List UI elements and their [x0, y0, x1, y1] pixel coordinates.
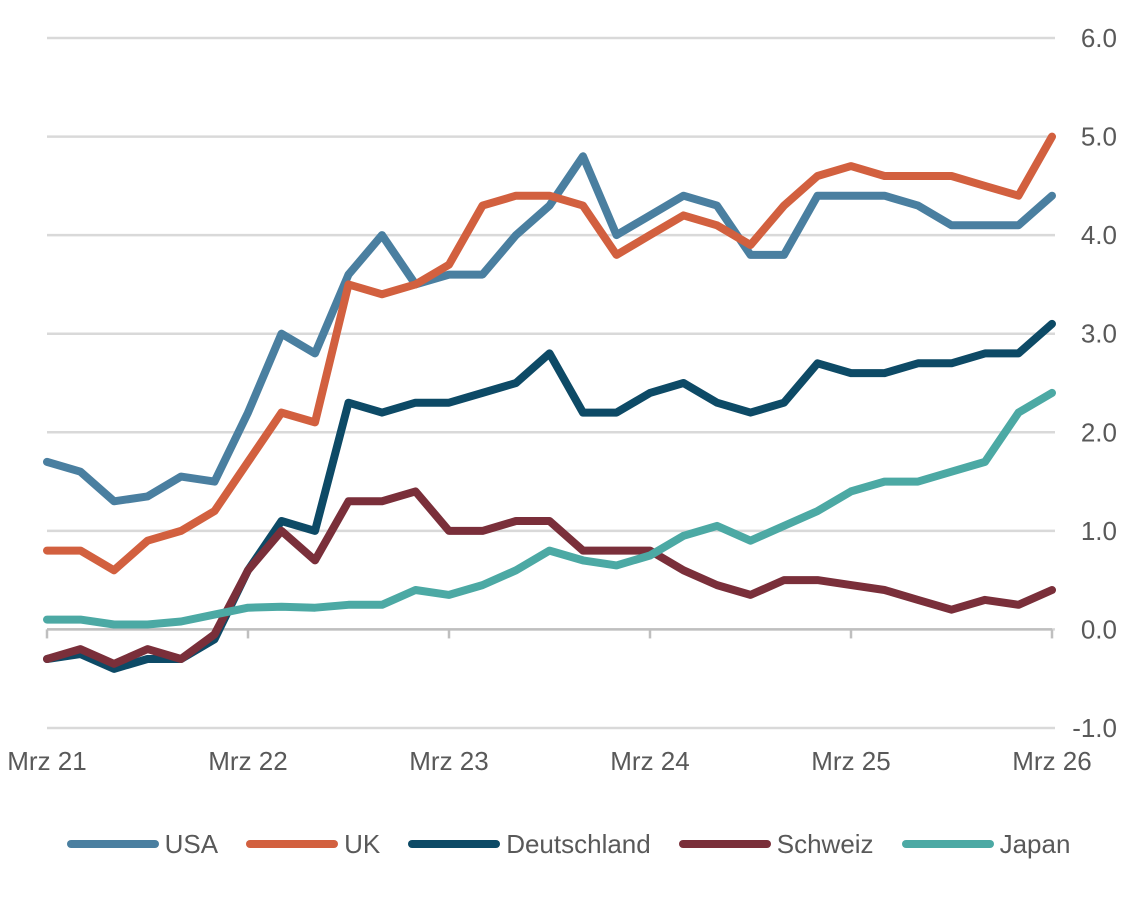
x-tick-label: Mrz 24	[610, 746, 689, 776]
legend: USA UK Deutschland Schweiz Japan	[0, 822, 1137, 866]
y-tick-label: -1.0	[1072, 713, 1117, 743]
series-lines	[43, 132, 1056, 673]
series-line-uk	[43, 132, 1056, 575]
legend-item-usa: USA	[66, 828, 219, 860]
x-axis	[45, 628, 1054, 639]
x-tick-label: Mrz 26	[1012, 746, 1091, 776]
legend-item-japan: Japan	[901, 828, 1071, 860]
x-tick-label: Mrz 23	[409, 746, 488, 776]
legend-item-schweiz: Schweiz	[678, 828, 874, 860]
series-line-schweiz	[43, 487, 1056, 668]
legend-label: Japan	[999, 828, 1071, 859]
legend-item-deutschland: Deutschland	[408, 829, 651, 860]
y-tick-label: 3.0	[1081, 319, 1117, 349]
x-tick-label: Mrz 21	[7, 746, 86, 776]
legend-label: UK	[344, 828, 381, 859]
legend-label: Deutschland	[506, 828, 651, 859]
x-tick-label: Mrz 22	[208, 746, 287, 776]
y-tick-label: 4.0	[1081, 220, 1117, 250]
x-tick-label: Mrz 25	[811, 746, 890, 776]
y-axis-tick-labels: 6.0 5.0 4.0 3.0 2.0 1.0 0.0 -1.0	[1072, 23, 1117, 743]
y-tick-label: 6.0	[1081, 23, 1117, 53]
x-axis-tick-labels: Mrz 21 Mrz 22 Mrz 23 Mrz 24 Mrz 25 Mrz 26	[7, 746, 1091, 776]
series-line-usa	[43, 152, 1056, 506]
y-tick-label: 0.0	[1081, 614, 1117, 644]
legend-swatch	[901, 840, 994, 848]
legend-label: USA	[164, 828, 219, 859]
y-tick-label: 1.0	[1081, 516, 1117, 546]
legend-swatch	[66, 840, 159, 848]
series-line-japan	[43, 388, 1056, 629]
y-tick-label: 5.0	[1081, 122, 1117, 152]
legend-swatch	[408, 840, 501, 848]
legend-swatch	[246, 840, 339, 848]
legend-item-uk: UK	[246, 829, 380, 860]
legend-swatch	[678, 840, 771, 848]
y-tick-label: 2.0	[1081, 417, 1117, 447]
legend-label: Schweiz	[776, 828, 874, 859]
line-chart: 6.05.04.03.02.01.00.0-1.0 Mrz 21 Mrz 22 Mr…	[7, 23, 1117, 776]
gridlines	[47, 36, 1055, 730]
